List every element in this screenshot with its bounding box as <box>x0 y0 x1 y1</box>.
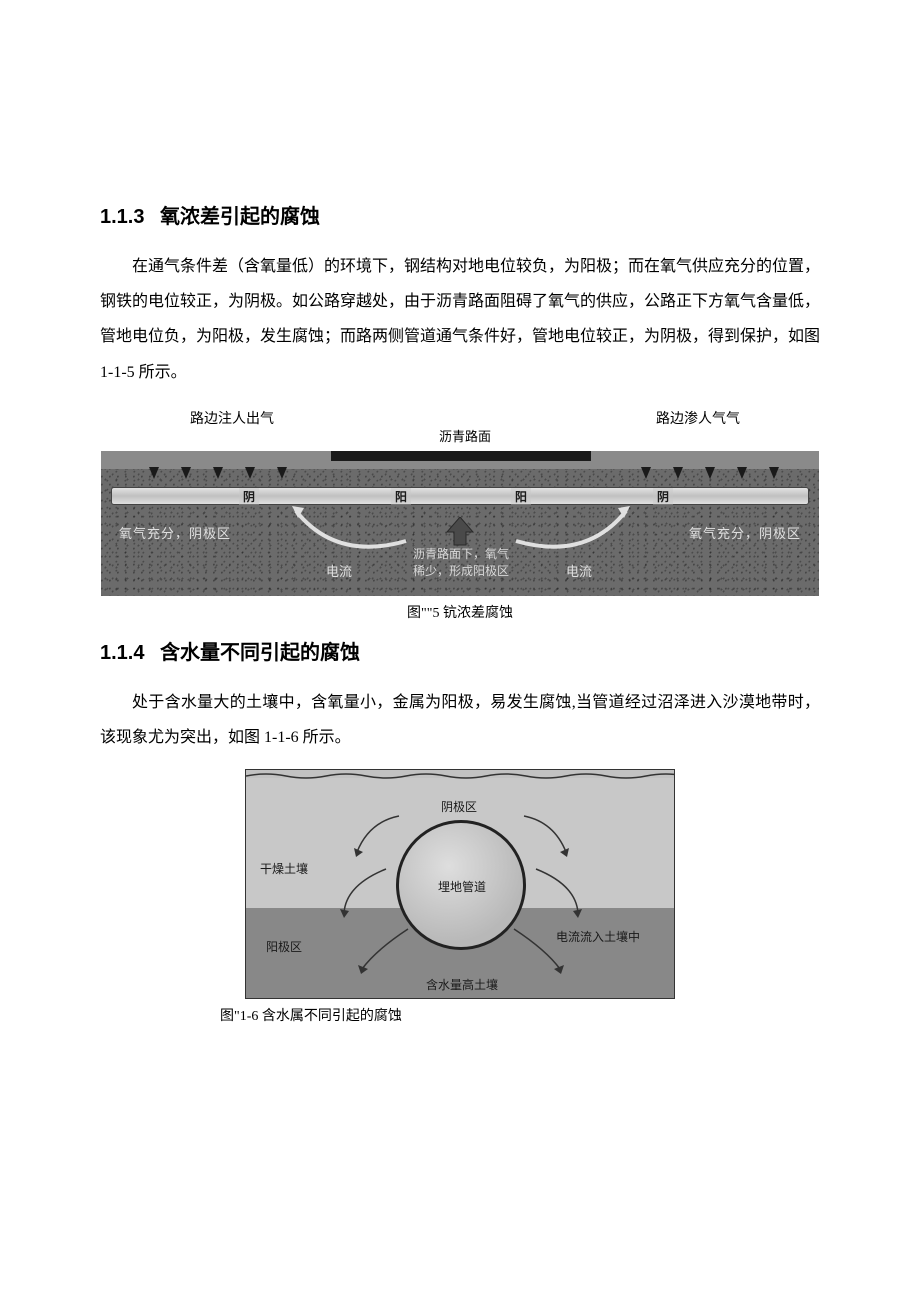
fig1-arrow-down-icon <box>245 467 255 479</box>
fig1-arrow-down-icon <box>641 467 651 479</box>
fig1-road-surface <box>331 451 591 461</box>
fig1-diagram: 阴 阳 阳 阴 氧气充分，阴极区 氧气充分，阴极区 电流 电流 <box>101 451 819 596</box>
fig1-side-text-right: 氧气充分，阴极区 <box>689 523 801 542</box>
fig1-center-text: 沥青路面下，氧气 稀少，形成阳极区 <box>396 546 526 580</box>
heading-title: 含水量不同引起的腐蚀 <box>160 642 360 664</box>
fig1-label-left: 路边注人出气 <box>140 408 373 445</box>
fig1-caption: 图""5 钪浓差腐蚀 <box>100 602 820 622</box>
fig1-center-arrow-icon <box>445 517 475 547</box>
heading-number: 1.1.4 <box>100 642 144 664</box>
fig2-label-cathode: 阴极区 <box>441 798 477 815</box>
fig1-arrow-down-icon <box>213 467 223 479</box>
fig1-curve-label-right: 电流 <box>566 561 592 580</box>
fig1-arrow-down-icon <box>737 467 747 479</box>
fig1-center-line2: 稀少，形成阳极区 <box>396 563 526 580</box>
fig1-arrow-down-icon <box>673 467 683 479</box>
fig1-pipe-label: 阴 <box>239 488 259 505</box>
fig2-flow-arrow-icon <box>506 925 566 980</box>
fig2-flow-arrow-icon <box>351 810 406 865</box>
fig1-curve-label-left: 电流 <box>326 561 352 580</box>
fig1-arrow-down-icon <box>149 467 159 479</box>
fig1-arrow-down-icon <box>181 467 191 479</box>
fig1-center-line1: 沥青路面下，氧气 <box>396 546 526 563</box>
fig1-pipe <box>111 487 809 505</box>
fig2-label-current: 电流流入土壤中 <box>556 928 640 945</box>
fig2-label-anode: 阳极区 <box>266 938 302 955</box>
fig1-arrow-down-icon <box>705 467 715 479</box>
section-heading-114: 1.1.4 含水量不同引起的腐蚀 <box>100 636 820 665</box>
fig1-top-labels: 路边注人出气 沥青路面 路边渗人气气 <box>100 408 820 451</box>
fig2-flow-arrow-icon <box>336 865 391 925</box>
figure-1-1-5: 路边注人出气 沥青路面 路边渗人气气 阴 阳 阳 阴 氧气充分，阴极区 氧气充分… <box>100 408 820 622</box>
fig1-arrow-down-icon <box>769 467 779 479</box>
fig2-label-wet-soil: 含水量高土壤 <box>426 976 498 993</box>
fig1-label-mid: 沥青路面 <box>373 408 556 445</box>
fig2-diagram: 阴极区 干燥土壤 埋地管道 电流流入土壤中 阳极区 含水量高土壤 <box>245 769 675 999</box>
fig1-arrow-down-icon <box>277 467 287 479</box>
para-113: 在通气条件差（含氧量低）的环境下，钢结构对地电位较负，为阳极；而在氧气供应充分的… <box>100 249 820 390</box>
heading-title: 氧浓差引起的腐蚀 <box>160 206 320 228</box>
fig2-ground-line <box>246 770 675 780</box>
fig2-caption: 图"1-6 含水属不同引起的腐蚀 <box>100 1005 820 1025</box>
heading-number: 1.1.3 <box>100 206 144 228</box>
fig2-flow-arrow-icon <box>531 865 586 925</box>
fig2-label-pipe: 埋地管道 <box>438 878 486 895</box>
fig1-pipe-label: 阳 <box>391 488 411 505</box>
fig2-flow-arrow-icon <box>518 810 573 865</box>
section-heading-113: 1.1.3 氧浓差引起的腐蚀 <box>100 200 820 229</box>
fig1-pipe-label: 阴 <box>653 488 673 505</box>
para-114: 处于含水量大的土壤中，含氧量小，金属为阳极，易发生腐蚀,当管道经过沼泽进入沙漠地… <box>100 685 820 755</box>
figure-1-1-6: 阴极区 干燥土壤 埋地管道 电流流入土壤中 阳极区 含水量高土壤 <box>100 769 820 1025</box>
fig1-side-text-left: 氧气充分，阴极区 <box>119 523 231 542</box>
fig1-pipe-label: 阳 <box>511 488 531 505</box>
fig1-label-right: 路边渗人气气 <box>557 408 780 445</box>
fig2-label-dry-soil: 干燥土壤 <box>260 860 308 877</box>
fig2-flow-arrow-icon <box>356 925 416 980</box>
